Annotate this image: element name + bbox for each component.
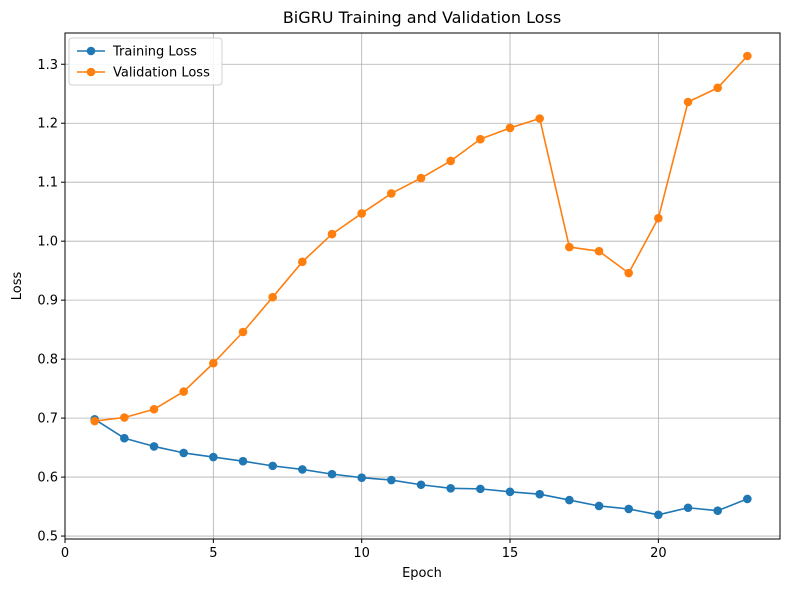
validation-loss-point [713,83,722,93]
training-loss-point [357,473,366,482]
y-tick-label: 0.8 [37,353,58,368]
x-tick-label: 15 [502,546,519,561]
x-tick-label: 10 [353,546,370,561]
training-loss-point [565,495,574,505]
validation-loss-point [327,229,337,239]
training-loss-point [387,475,396,485]
training-loss-point [683,503,693,513]
y-tick-label: 0.7 [37,412,58,427]
validation-loss-point [594,246,604,256]
legend-marker [86,67,96,77]
validation-loss-point [654,213,663,223]
training-loss-point [327,469,337,479]
chart-title: BiGRU Training and Validation Loss [283,8,561,27]
validation-loss-point [416,173,426,183]
training-loss-point [476,484,485,494]
training-loss-point [179,448,188,458]
x-axis-label: Epoch [402,566,442,581]
training-loss-point [209,452,218,462]
training-loss-point [535,489,544,499]
validation-loss-point [535,114,544,123]
validation-loss-point [505,123,515,133]
training-loss-point [624,504,633,514]
y-tick-label: 0.6 [37,471,58,486]
training-loss-point [743,494,752,504]
legend-item-validation-loss: Validation Loss [77,66,210,81]
x-tick-label: 0 [61,546,69,561]
validation-loss-point [446,156,455,166]
validation-loss-point [387,189,396,198]
validation-loss-point [238,327,248,337]
training-loss-point [416,480,426,490]
series-layer [90,51,752,520]
training-loss-point [298,465,307,474]
y-tick-label: 1.2 [37,117,58,132]
validation-loss-point [624,268,633,278]
validation-loss-series [90,51,752,426]
y-tick-label: 1.3 [37,58,58,73]
training-loss-point [594,501,604,511]
validation-loss-point [357,209,366,218]
x-tick-label: 20 [650,546,667,561]
training-loss-point [238,456,248,466]
y-tick-label: 1.1 [37,176,58,191]
validation-loss-point [565,242,574,252]
training-loss-point [149,442,159,451]
validation-loss-point [120,413,129,422]
training-loss-series [90,414,752,520]
ticks: 0 5 10 15 20 0.5 0.6 0.7 0.8 0.9 1.0 1.1 1.2 1.3 [37,58,666,561]
training-loss-point [713,506,722,515]
legend-marker [86,46,96,56]
validation-loss-point [179,387,188,396]
validation-loss-point [298,257,307,267]
legend: Training Loss Validation Loss [68,37,223,86]
y-axis-label: Loss [10,272,25,301]
y-tick-label: 0.9 [37,294,58,309]
legend-box [68,37,223,86]
validation-loss-point [149,404,159,414]
training-loss-point [654,510,663,520]
x-tick-label: 5 [209,546,217,561]
training-loss-point [120,433,129,443]
legend-label: Training Loss [112,45,197,60]
validation-loss-point [268,292,277,302]
grid [64,33,780,539]
validation-loss-point [476,134,485,144]
training-loss-point [505,487,515,497]
legend-label: Validation Loss [113,66,210,81]
training-loss-point [268,461,277,471]
y-tick-label: 0.5 [37,530,58,545]
y-tick-label: 1.0 [37,235,58,250]
plot-frame [64,32,781,540]
validation-loss-point [683,97,693,107]
legend-item-training-loss: Training Loss [77,45,197,60]
validation-loss-point [90,416,99,426]
validation-loss-point [209,358,218,368]
plot-area [65,33,780,539]
validation-loss-point [743,51,752,61]
training-loss-point [446,483,455,493]
